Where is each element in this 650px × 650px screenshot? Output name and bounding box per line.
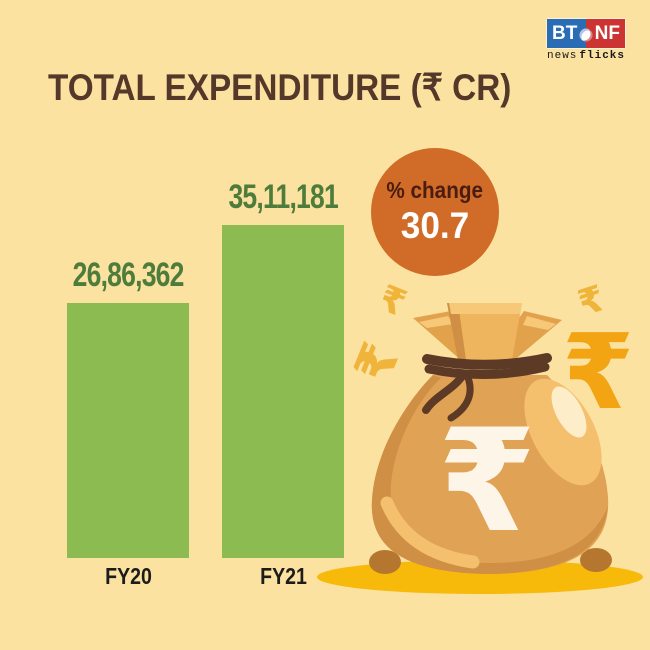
bar-group-fy20: 26,86,362 FY20 <box>57 256 199 590</box>
bag-flap-center <box>447 303 522 360</box>
bar-fy21 <box>222 225 345 558</box>
logo-right-text: NF <box>586 19 625 48</box>
bag-rope-band <box>422 353 552 370</box>
bag-flap-center-highlight <box>449 303 522 314</box>
money-bag-illustration: ₹ ₹ ₹ ₹ ₹ <box>317 278 643 594</box>
globe-icon <box>579 28 593 42</box>
bar-fy20 <box>67 303 190 558</box>
bag-crescent-highlight <box>380 496 480 569</box>
bag-rope-band <box>424 362 550 380</box>
bag-flap-left-highlight <box>419 316 453 328</box>
bar-category-label: FY21 <box>260 563 307 589</box>
bag-flap-right-highlight <box>523 316 556 330</box>
rupee-icon: ₹ <box>373 278 412 325</box>
bag-flap-center-shade <box>447 303 466 360</box>
bar-group-fy21: 35,11,181 FY21 <box>213 178 353 590</box>
bar-chart: 26,86,362 FY20 35,11,181 FY21 <box>57 178 354 590</box>
bag-rope-loop <box>447 371 474 422</box>
bag-foot <box>369 550 401 574</box>
bag-shadow <box>317 560 643 594</box>
bag-gloss-patch <box>524 378 602 486</box>
tagline-flicks: flicks <box>579 50 625 62</box>
bar-value-label: 26,86,362 <box>72 256 185 294</box>
bag-foot <box>580 548 612 572</box>
bag-rope-strand <box>422 371 467 414</box>
bag-gloss-shine <box>551 386 587 438</box>
tagline-news: news <box>547 50 578 62</box>
page-title: TOTAL EXPENDITURE (₹ CR) <box>48 67 512 108</box>
percent-change-label: % change <box>386 177 484 203</box>
bar-value-label: 35,11,181 <box>228 178 339 216</box>
rupee-icon: ₹ <box>343 335 412 391</box>
brand-tagline: news flicks <box>547 50 625 62</box>
percent-change-badge: % change 30.7 <box>371 148 499 276</box>
bar-category-label: FY20 <box>104 563 152 589</box>
rupee-icon: ₹ <box>562 311 634 433</box>
brand-logo-box: BT NF <box>547 19 625 48</box>
bag-shading <box>371 375 490 574</box>
rupee-icon: ₹ <box>438 399 537 564</box>
percent-change-value: 30.7 <box>400 205 470 246</box>
brand-logo: BT NF news flicks <box>547 19 625 62</box>
